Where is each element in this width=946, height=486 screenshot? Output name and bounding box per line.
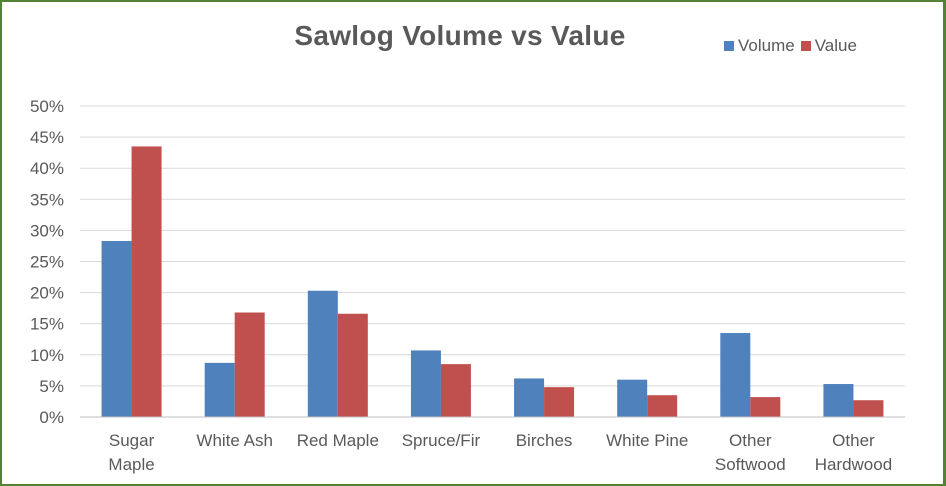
bar-volume — [823, 384, 854, 417]
x-tick-label: Spruce/Fir — [402, 431, 481, 450]
y-tick-label: 25% — [30, 253, 64, 272]
y-tick-label: 30% — [30, 221, 64, 240]
y-tick-label: 40% — [30, 159, 64, 178]
legend-label-volume: Volume — [738, 36, 795, 55]
y-tick-label: 0% — [39, 408, 64, 427]
bar-value — [234, 312, 265, 417]
legend-item-volume: Volume — [724, 36, 795, 56]
y-tick-label: 35% — [30, 190, 64, 209]
legend-swatch-volume — [724, 41, 734, 51]
y-tick-label: 5% — [39, 377, 64, 396]
y-tick-label: 10% — [30, 346, 64, 365]
bar-volume — [101, 240, 132, 417]
legend-swatch-value — [800, 41, 811, 51]
chart-legend: Volume Value — [724, 36, 863, 56]
x-tick-label: Other Hardwood — [815, 431, 893, 474]
bar-volume — [410, 350, 441, 417]
bar-value — [750, 397, 781, 417]
bar-volume — [514, 378, 545, 417]
legend-label-value: Value — [814, 36, 857, 55]
x-tick-label: Red Maple — [297, 431, 379, 450]
bar-volume — [307, 290, 338, 417]
bar-value — [440, 364, 471, 417]
bar-volume — [204, 362, 235, 417]
bar-volume — [617, 379, 648, 417]
bar-value — [131, 146, 162, 417]
x-tick-label: Birches — [516, 431, 573, 450]
bar-value — [544, 387, 575, 417]
x-tick-label: White Ash — [196, 431, 273, 450]
bar-value — [647, 395, 678, 417]
y-tick-label: 45% — [30, 128, 64, 147]
legend-item-value: Value — [800, 36, 857, 56]
y-tick-label: 20% — [30, 284, 64, 303]
bar-value — [337, 313, 368, 417]
bar-value — [853, 400, 884, 417]
chart-title: Sawlog Volume vs Value — [294, 20, 626, 51]
y-tick-label: 50% — [30, 97, 64, 116]
x-tick-label: Other Softwood — [715, 431, 786, 474]
x-tick-label: Sugar Maple — [108, 431, 154, 474]
x-tick-label: White Pine — [606, 431, 688, 450]
y-tick-label: 15% — [30, 315, 64, 334]
bar-volume — [720, 333, 751, 417]
